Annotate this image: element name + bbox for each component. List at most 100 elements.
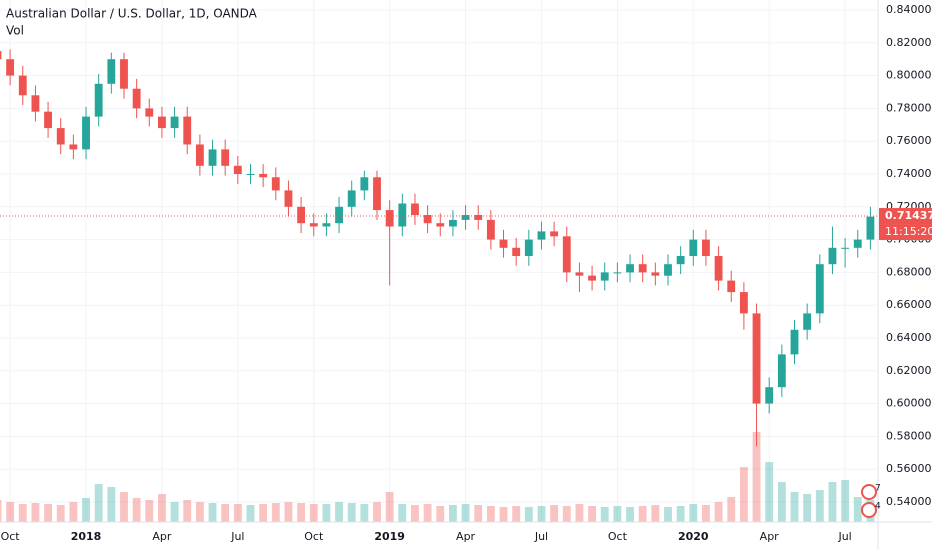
candle-body bbox=[385, 210, 394, 227]
volume-bar bbox=[246, 505, 255, 522]
volume-bar bbox=[347, 503, 356, 522]
candle-body bbox=[18, 75, 27, 96]
y-tick-label: 0.54000 bbox=[886, 495, 932, 508]
x-tick-label: Oct bbox=[608, 530, 628, 543]
y-tick-label: 0.76000 bbox=[886, 134, 932, 147]
candle-body bbox=[259, 174, 268, 178]
chart-title: Australian Dollar / U.S. Dollar, 1D, OAN… bbox=[6, 7, 258, 21]
y-tick-label: 0.80000 bbox=[886, 69, 932, 82]
volume-bar bbox=[524, 507, 533, 522]
x-tick-label: 2018 bbox=[71, 530, 102, 543]
volume-bar bbox=[94, 484, 103, 522]
volume-bar bbox=[373, 502, 381, 522]
volume-bar bbox=[132, 498, 141, 522]
y-tick-label: 0.60000 bbox=[886, 397, 932, 410]
candle-body bbox=[613, 272, 622, 274]
candle-body bbox=[158, 116, 166, 129]
candle-body bbox=[297, 206, 306, 224]
candle-body bbox=[714, 255, 723, 281]
candle-body bbox=[132, 88, 141, 109]
volume-bar bbox=[550, 505, 559, 522]
x-tick-label: 2019 bbox=[374, 530, 405, 543]
volume-bar bbox=[44, 504, 52, 522]
volume-bar bbox=[727, 497, 736, 522]
candle-body bbox=[600, 272, 609, 281]
candle-body bbox=[322, 223, 331, 227]
candle-body bbox=[739, 292, 748, 314]
volume-bar bbox=[512, 506, 521, 522]
candle-body bbox=[195, 144, 204, 166]
volume-bar bbox=[588, 506, 597, 522]
volume-bar bbox=[448, 505, 457, 522]
candle-body bbox=[866, 216, 875, 240]
candle-body bbox=[0, 51, 2, 60]
volume-bar bbox=[221, 504, 230, 522]
candle-body bbox=[107, 59, 116, 84]
volume-bar bbox=[158, 494, 166, 522]
candle-body bbox=[82, 116, 90, 150]
event-badge-count: 7 bbox=[875, 484, 881, 494]
candle-body bbox=[790, 329, 799, 355]
volume-bar bbox=[474, 505, 483, 522]
candle-body bbox=[803, 313, 812, 330]
candle-body bbox=[550, 231, 559, 237]
volume-bar bbox=[6, 502, 15, 522]
candle-body bbox=[246, 174, 255, 175]
volume-bar bbox=[600, 507, 609, 522]
candle-body bbox=[853, 239, 862, 248]
x-tick-label: Oct bbox=[1, 530, 21, 543]
candle-body bbox=[373, 177, 381, 211]
volume-bar bbox=[271, 503, 280, 522]
volume-bar bbox=[335, 502, 343, 522]
candle-body bbox=[448, 219, 457, 227]
candle-body bbox=[562, 236, 571, 273]
volume-bar bbox=[689, 504, 698, 522]
candle-body bbox=[499, 239, 508, 248]
volume-bar bbox=[360, 504, 369, 522]
candle-body bbox=[31, 95, 40, 112]
volume-bar bbox=[208, 503, 217, 522]
volume-bar bbox=[259, 504, 268, 522]
candle-body bbox=[752, 313, 761, 404]
volume-bar bbox=[82, 498, 90, 522]
candle-body bbox=[411, 203, 419, 215]
candle-body bbox=[638, 264, 647, 273]
x-tick-label: Jul bbox=[837, 530, 851, 543]
volume-bar bbox=[18, 504, 27, 522]
last-price-box bbox=[879, 208, 932, 225]
candle-body bbox=[309, 223, 318, 227]
volume-bar bbox=[398, 504, 407, 522]
candle-body bbox=[145, 108, 154, 117]
volume-bar bbox=[702, 505, 710, 522]
candle-body bbox=[815, 264, 824, 314]
x-tick-label: Apr bbox=[152, 530, 172, 543]
volume-bar bbox=[31, 503, 40, 522]
candle-body bbox=[284, 190, 293, 207]
candle-body bbox=[170, 116, 179, 129]
event-badge-count: 4 bbox=[875, 502, 881, 512]
volume-bar bbox=[436, 506, 445, 522]
candle-body bbox=[208, 149, 217, 166]
event-badge bbox=[861, 502, 877, 518]
volume-bar bbox=[714, 502, 723, 522]
candle-body bbox=[702, 239, 710, 256]
volume-bar bbox=[107, 487, 116, 522]
candle-body bbox=[271, 177, 280, 191]
x-tick-label: Apr bbox=[760, 530, 780, 543]
candle-body bbox=[360, 177, 369, 191]
y-tick-label: 0.66000 bbox=[886, 298, 932, 311]
x-tick-label: Jul bbox=[230, 530, 244, 543]
volume-bar bbox=[853, 497, 862, 522]
candle-body bbox=[765, 387, 774, 404]
candle-body bbox=[347, 190, 356, 207]
x-tick-label: Apr bbox=[456, 530, 476, 543]
candle-body bbox=[44, 111, 52, 129]
y-tick-label: 0.84000 bbox=[886, 3, 932, 16]
volume-bar bbox=[486, 506, 495, 522]
volume-bar bbox=[613, 506, 622, 522]
candle-body bbox=[651, 272, 660, 276]
countdown-label: 11:15:20 bbox=[885, 225, 932, 238]
volume-bar bbox=[676, 506, 685, 522]
volume-bar bbox=[233, 504, 242, 522]
